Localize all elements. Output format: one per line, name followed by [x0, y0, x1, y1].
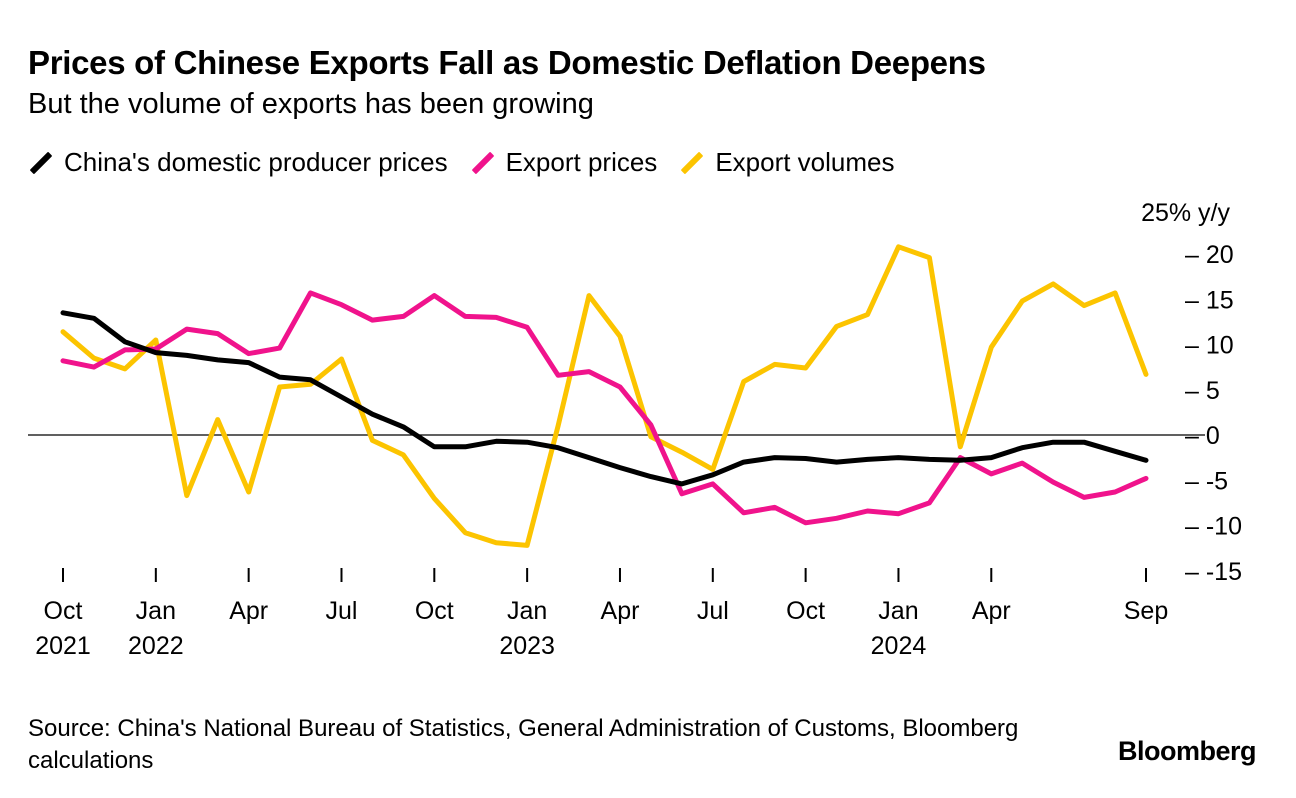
x-tick-label: Jul	[326, 597, 358, 625]
y-tick-label: – 15	[1185, 286, 1234, 314]
legend: China's domestic producer prices Export …	[28, 147, 895, 178]
y-tick-label: – 0	[1185, 422, 1220, 450]
x-tick-label: Jan	[878, 597, 918, 625]
legend-item-export-volumes: Export volumes	[679, 147, 895, 178]
x-tick-year-label: 2024	[871, 632, 927, 660]
x-tick-label: Apr	[601, 597, 640, 625]
x-tick-label: Oct	[786, 597, 825, 625]
legend-label: Export prices	[505, 147, 658, 177]
y-tick-label: – -15	[1185, 558, 1242, 586]
legend-label: Export volumes	[715, 147, 895, 177]
legend-label: China's domestic producer prices	[64, 147, 448, 177]
legend-item-export-prices: Export prices	[470, 147, 658, 178]
chart-title: Prices of Chinese Exports Fall as Domest…	[28, 44, 986, 81]
x-tick-label: Sep	[1124, 597, 1168, 625]
y-tick-label: – -5	[1185, 467, 1228, 495]
x-tick-year-label: 2022	[128, 632, 184, 660]
y-tick-label: – 20	[1185, 241, 1234, 269]
series-line-export-volumes	[60, 244, 1149, 548]
x-tick-label: Jan	[136, 597, 176, 625]
x-tick-label: Jul	[697, 597, 729, 625]
x-tick-label: Jan	[507, 597, 547, 625]
chart-subtitle: But the volume of exports has been growi…	[28, 88, 594, 120]
x-tick-label: Oct	[415, 597, 454, 625]
series-line-export-prices	[60, 290, 1149, 526]
series-line-china-s-domestic-producer-prices	[60, 310, 1149, 487]
y-unit-label: 25% y/y	[1141, 199, 1230, 227]
x-tick-label: Oct	[44, 597, 83, 625]
x-tick-label: Apr	[972, 597, 1011, 625]
source-note: Source: China's National Bureau of Stati…	[28, 715, 1019, 774]
x-tick-year-label: 2023	[499, 632, 555, 660]
x-tick-label: Apr	[229, 597, 268, 625]
bloomberg-logo: Bloomberg	[1117, 736, 1257, 766]
legend-item-producer-prices: China's domestic producer prices	[28, 147, 448, 178]
y-tick-label: – 10	[1185, 332, 1234, 360]
y-tick-label: – 5	[1185, 377, 1220, 405]
y-tick-label: – -10	[1185, 513, 1242, 541]
x-tick-year-label: 2021	[35, 632, 91, 660]
